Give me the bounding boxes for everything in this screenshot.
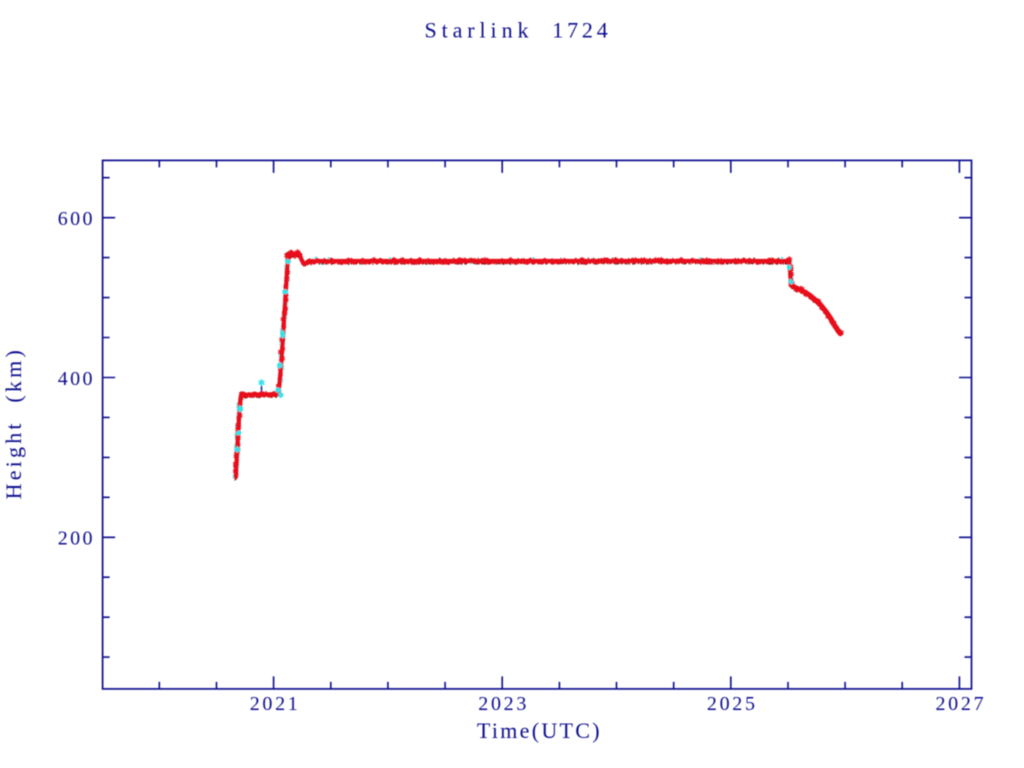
svg-text:600: 600 — [58, 208, 95, 230]
svg-text:Time(UTC): Time(UTC) — [477, 718, 602, 743]
svg-text:2025: 2025 — [707, 693, 758, 715]
svg-text:200: 200 — [58, 528, 95, 550]
svg-text:Height (km): Height (km) — [1, 347, 26, 499]
svg-text:400: 400 — [58, 368, 95, 390]
svg-text:2021: 2021 — [250, 693, 301, 715]
svg-text:2023: 2023 — [478, 693, 529, 715]
svg-text:Starlink: Starlink — [425, 18, 534, 43]
svg-text:1724: 1724 — [552, 18, 611, 43]
svg-text:2027: 2027 — [935, 693, 986, 715]
